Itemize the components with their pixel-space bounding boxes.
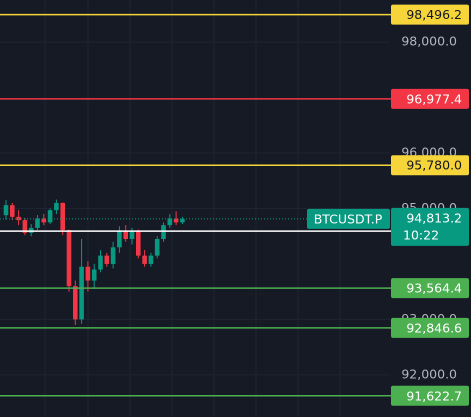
candle-body bbox=[104, 255, 110, 264]
candle-body bbox=[10, 205, 15, 217]
price-line-label-box bbox=[391, 278, 469, 299]
price-line-label: 98,496.2 bbox=[406, 7, 462, 22]
candle-body bbox=[123, 230, 128, 239]
candle-body bbox=[73, 286, 78, 320]
candle-body bbox=[173, 218, 179, 223]
candle-body bbox=[110, 247, 116, 264]
last-price-label: 94,813.2 bbox=[406, 210, 462, 225]
candle-body bbox=[180, 219, 185, 223]
countdown-label: 10:22 bbox=[403, 227, 439, 242]
candle-body bbox=[60, 202, 65, 231]
price-line-label-box bbox=[391, 155, 469, 176]
candle-body bbox=[161, 225, 166, 239]
last-price-box bbox=[391, 207, 469, 246]
price-line-label-box bbox=[391, 4, 469, 25]
price-line-label: 92,846.6 bbox=[406, 320, 462, 335]
y-tick-label: 98,000.0 bbox=[401, 34, 457, 49]
candle-body bbox=[91, 269, 97, 281]
price-line-label-box bbox=[391, 317, 469, 338]
candle-body bbox=[148, 255, 154, 264]
candle-body bbox=[129, 230, 135, 239]
y-tick-label: 92,000.0 bbox=[401, 366, 457, 381]
candle-body bbox=[136, 230, 141, 256]
price-line-label: 95,780.0 bbox=[406, 158, 462, 173]
candle-body bbox=[54, 202, 59, 211]
candle-body bbox=[3, 205, 9, 216]
candle-body bbox=[28, 227, 34, 233]
symbol-box bbox=[307, 208, 390, 229]
candle-body bbox=[154, 238, 160, 256]
candle-body bbox=[98, 255, 103, 270]
price-line-label: 96,977.4 bbox=[406, 91, 462, 106]
candle-body bbox=[142, 255, 147, 264]
candle-body bbox=[41, 218, 47, 223]
price-line-label-box bbox=[391, 88, 469, 109]
price-line-label-box bbox=[391, 385, 469, 406]
candle-body bbox=[66, 230, 72, 287]
candle-body bbox=[79, 266, 84, 320]
candle-body bbox=[167, 218, 173, 226]
candle-body bbox=[47, 210, 53, 223]
candle-body bbox=[85, 266, 91, 281]
symbol-label: BTCUSDT.P bbox=[314, 211, 383, 226]
candle-body bbox=[35, 218, 40, 228]
candle-body bbox=[117, 230, 122, 248]
price-line-label: 91,622.7 bbox=[406, 388, 462, 403]
price-line-label: 93,564.4 bbox=[406, 281, 462, 296]
candle-body bbox=[22, 220, 28, 233]
